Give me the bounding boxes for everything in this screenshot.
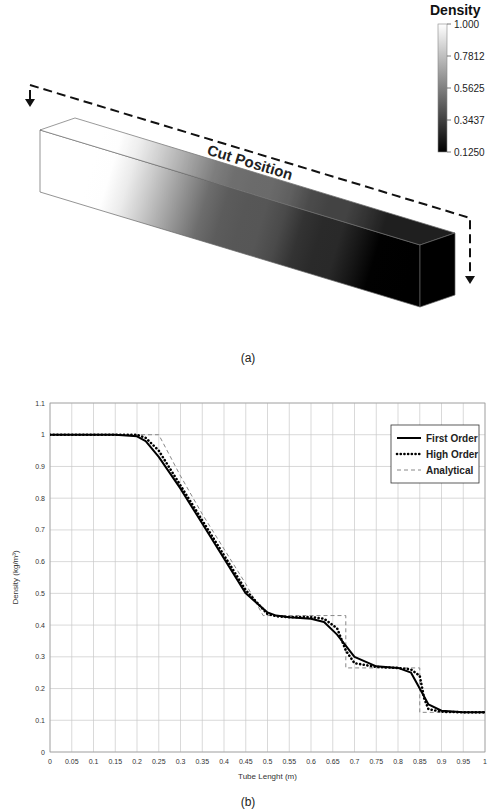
x-tick-label: 0.95 bbox=[456, 758, 470, 765]
x-tick-label: 0.9 bbox=[437, 758, 447, 765]
grid-line bbox=[71, 403, 72, 752]
legend-label: First Order bbox=[426, 433, 478, 444]
figure: Cut Position Density1.000 0.7812 0.5625 0.34… bbox=[0, 0, 497, 812]
grid-line bbox=[115, 403, 116, 752]
legend-swatch bbox=[397, 470, 421, 471]
colorbar-tick-label: 1.000 bbox=[454, 19, 479, 30]
x-tick-label: 0 bbox=[48, 758, 52, 765]
grid-line bbox=[180, 403, 181, 752]
y-axis-label: Density (kg/m³) bbox=[11, 550, 20, 605]
colorbar-tick-label: 0.5625 bbox=[454, 83, 485, 94]
legend-label: Analytical bbox=[426, 465, 473, 476]
y-tick-label: 0.2 bbox=[35, 685, 45, 692]
x-tick-label: 0.7 bbox=[350, 758, 360, 765]
arrow-head bbox=[465, 276, 475, 284]
y-tick-label: 0.4 bbox=[35, 622, 45, 629]
legend-swatch bbox=[397, 453, 421, 456]
colorbar-tick bbox=[447, 120, 451, 121]
tube-top-face bbox=[40, 118, 455, 245]
colorbar-tick-label: 0.1250 bbox=[454, 147, 485, 158]
y-tick-label: 0.9 bbox=[35, 463, 45, 470]
x-tick-label: 0.3 bbox=[176, 758, 186, 765]
cut-line bbox=[30, 85, 470, 276]
x-tick-label: 0.15 bbox=[108, 758, 122, 765]
x-tick-label: 0.5 bbox=[263, 758, 273, 765]
grid-line bbox=[332, 403, 333, 752]
grid-line bbox=[354, 403, 355, 752]
legend-label: High Order bbox=[426, 449, 478, 460]
x-tick-label: 0.35 bbox=[195, 758, 209, 765]
y-tick-label: 1 bbox=[41, 431, 45, 438]
caption: (b) bbox=[241, 795, 256, 809]
tube-top-shade bbox=[40, 118, 455, 245]
x-tick-label: 0.1 bbox=[89, 758, 99, 765]
legend-swatch bbox=[397, 437, 421, 439]
grid-line bbox=[245, 403, 246, 752]
grid-line bbox=[289, 403, 290, 752]
legend-box bbox=[391, 425, 479, 483]
line-chart: 0 0.1 0.2 0.3 0.4 0.5 0.6 0.7 0.8 0.9 1 1.1 0 0.05 0.1… bbox=[11, 400, 487, 810]
x-tick-label: 1 bbox=[483, 758, 487, 765]
colorbar bbox=[438, 24, 447, 152]
x-tick-label: 0.55 bbox=[282, 758, 296, 765]
y-tick-label: 0.7 bbox=[35, 526, 45, 533]
x-tick-label: 0.75 bbox=[369, 758, 383, 765]
x-tick-label: 0.45 bbox=[239, 758, 253, 765]
x-tick-label: 0.2 bbox=[132, 758, 142, 765]
y-tick-label: 0 bbox=[41, 749, 45, 756]
colorbar-tick bbox=[447, 88, 451, 89]
tube bbox=[40, 118, 455, 307]
x-axis-label: Tube Lenght (m) bbox=[238, 772, 297, 781]
grid-line bbox=[224, 403, 225, 752]
y-tick-label: 1.1 bbox=[35, 400, 45, 407]
colorbar-tick bbox=[447, 24, 451, 25]
plot-area bbox=[50, 403, 485, 752]
x-tick-label: 0.4 bbox=[219, 758, 229, 765]
x-tick-label: 0.25 bbox=[152, 758, 166, 765]
colorbar-tick bbox=[447, 56, 451, 57]
x-tick-label: 0.85 bbox=[413, 758, 427, 765]
cut-position-arrow bbox=[25, 85, 475, 284]
x-tick-label: 0.8 bbox=[393, 758, 403, 765]
x-tick-label: 0.05 bbox=[65, 758, 79, 765]
colorbar-tick bbox=[447, 152, 451, 153]
colorbar-tick-label: 0.7812 bbox=[454, 51, 485, 62]
grid-line bbox=[137, 403, 138, 752]
annotation: Cut Position bbox=[205, 141, 294, 183]
y-tick-label: 0.3 bbox=[35, 653, 45, 660]
colorbar-title: Density bbox=[430, 2, 481, 18]
grid-line bbox=[93, 403, 94, 752]
y-tick-label: 0.5 bbox=[35, 590, 45, 597]
x-tick-label: 0.65 bbox=[326, 758, 340, 765]
plot-frame bbox=[50, 403, 485, 752]
grid-line bbox=[267, 403, 268, 752]
grid-line bbox=[376, 403, 377, 752]
y-tick-label: 0.1 bbox=[35, 717, 45, 724]
grid-line bbox=[311, 403, 312, 752]
x-tick-label: 0.6 bbox=[306, 758, 316, 765]
legend: First Order High Order Analytical bbox=[391, 425, 479, 483]
y-tick-label: 0.8 bbox=[35, 495, 45, 502]
colorbar-tick-label: 0.3437 bbox=[454, 115, 485, 126]
arrow-head bbox=[25, 99, 35, 107]
caption: (a) bbox=[241, 351, 256, 365]
tube-end-face bbox=[420, 233, 455, 307]
grid-line bbox=[202, 403, 203, 752]
y-tick-label: 0.6 bbox=[35, 558, 45, 565]
